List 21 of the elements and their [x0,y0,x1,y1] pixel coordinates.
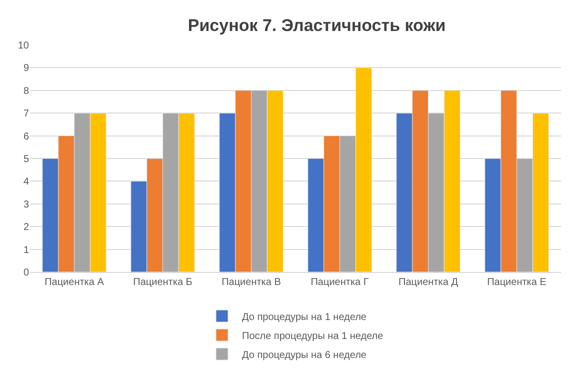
y-tick-label: 9 [23,63,30,74]
y-tick-label: 4 [23,176,30,188]
y-tick-label: 10 [18,40,30,52]
legend-label: После процедуры на 1 неделе [242,330,384,342]
chart-title: Рисунок 7. Эластичность кожи [188,16,446,35]
x-tick-label: Пациентка Д [398,277,458,288]
x-tick-label: Пациентка А [44,277,104,288]
y-tick-label: 6 [23,131,30,142]
y-tick-label: 5 [23,154,30,165]
x-tick-label: Пациентка Б [133,277,193,288]
legend-label: До процедуры на 1 неделе [242,312,367,323]
x-tick-label: Пациентка В [222,277,282,288]
y-tick-label: 2 [23,222,30,234]
y-tick-label: 8 [23,86,30,97]
y-tick-label: 7 [23,108,30,120]
x-tick-label: Пациентка Г [310,277,370,288]
y-tick-label: 3 [23,199,30,210]
y-tick-label: 1 [23,244,30,256]
y-tick-label: 0 [23,268,30,278]
x-tick-label: Пациентка Е [487,277,547,288]
legend-label: До процедуры на 6 неделе [242,350,367,361]
